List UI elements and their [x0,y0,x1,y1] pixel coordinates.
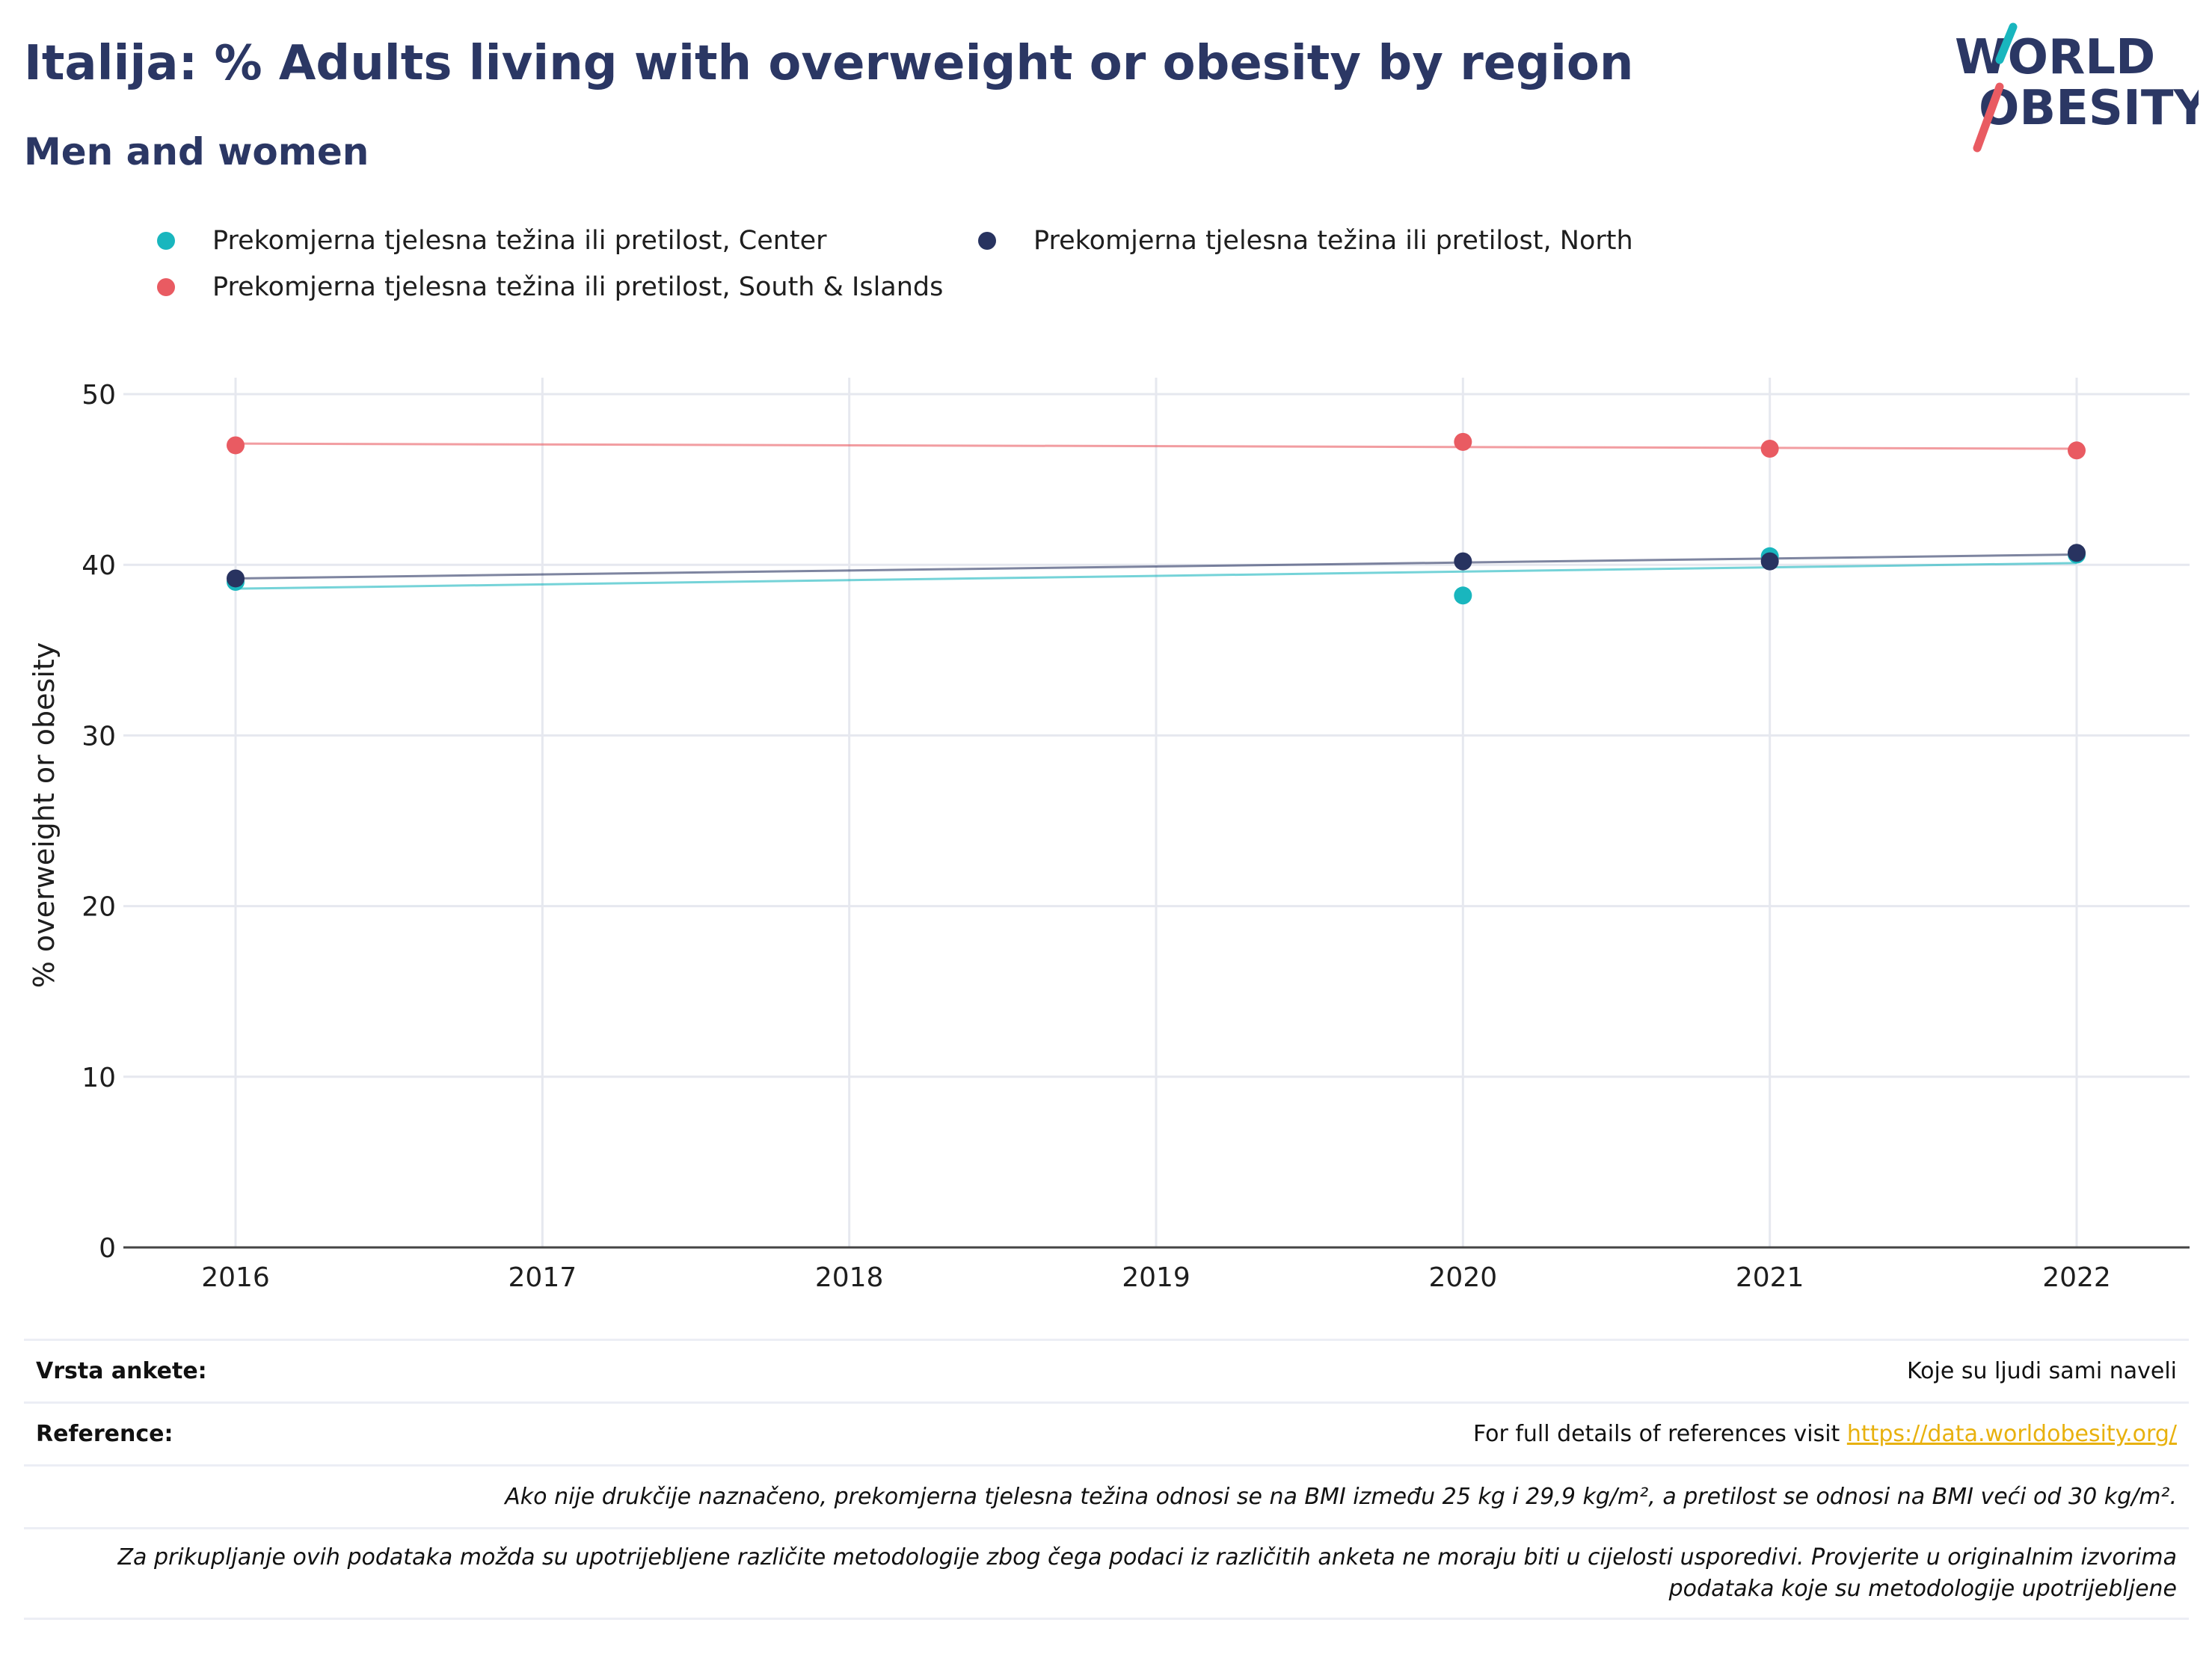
legend-marker-north [978,232,996,250]
footer-definition-note: Ako nije drukčije naznačeno, prekomjerna… [24,1464,2189,1527]
footer-survey-row: Vrsta ankete: Koje su ljudi sami naveli [24,1339,2189,1401]
x-tick-label: 2020 [1429,1262,1498,1293]
reference-label: Reference: [36,1421,173,1447]
axes: 0 10 20 30 40 50 2016 2017 2018 2019 2020 2021 2022 [82,380,2190,1293]
x-tick-label: 2017 [509,1262,577,1293]
y-tick-label: 40 [82,550,116,581]
chart-title: Italija: % Adults living with overweight… [24,36,1634,91]
y-tick-label: 50 [82,380,116,411]
data-point-north [1760,552,1779,571]
survey-type-value: Koje su ljudi sami naveli [1906,1358,2177,1384]
data-points [227,432,2086,605]
legend-label-south-islands: Prekomjerna tjelesna težina ili pretilos… [212,272,944,302]
y-axis-title: % overweight or obesity [28,642,61,989]
reference-text: For full details of references visit [1472,1421,1840,1447]
legend-item-north[interactable]: Prekomjerna tjelesna težina ili pretilos… [978,226,1633,256]
world-obesity-logo: WORLD OBESITY [1955,22,2199,153]
legend-item-south-islands[interactable]: Prekomjerna tjelesna težina ili pretilos… [157,272,943,302]
x-tick-label: 2018 [815,1262,884,1293]
logo-slash-teal [1995,22,2018,64]
data-point-center [1454,586,1472,605]
chart-subtitle: Men and women [24,130,369,174]
logo-word-obesity: OBESITY [1979,81,2199,136]
legend-marker-south-islands [157,278,175,296]
data-point-south-islands [2068,441,2086,460]
x-tick-label: 2021 [1736,1262,1804,1293]
reference-value: For full details of references visit htt… [1473,1421,2177,1447]
legend-marker-center [157,232,175,250]
legend-label-north: Prekomjerna tjelesna težina ili pretilos… [1033,226,1633,256]
data-point-north [1454,552,1472,571]
legend-item-center[interactable]: Prekomjerna tjelesna težina ili pretilos… [157,226,827,256]
legend-label-center: Prekomjerna tjelesna težina ili pretilos… [212,226,827,256]
y-tick-label: 0 [99,1233,116,1264]
data-point-north [2068,544,2086,562]
y-tick-label: 10 [82,1063,116,1093]
x-tick-label: 2022 [2042,1262,2111,1293]
methodology-note-line-1: Za prikupljanje ovih podataka možda su u… [117,1544,2177,1570]
survey-type-label: Vrsta ankete: [36,1358,207,1384]
footer-reference-row: Reference: For full details of reference… [24,1401,2189,1464]
y-tick-label: 30 [82,721,116,752]
x-tick-label: 2019 [1122,1262,1191,1293]
logo-slash-red [1973,82,2004,153]
data-point-south-islands [1760,440,1779,458]
data-point-north [227,569,245,588]
data-point-south-islands [227,436,245,455]
definition-note-text: Ako nije drukčije naznačeno, prekomjerna… [505,1484,2177,1510]
footer-methodology-note: Za prikupljanje ovih podataka možda su u… [24,1527,2189,1620]
x-tick-label: 2016 [201,1262,270,1293]
footer: Vrsta ankete: Koje su ljudi sami naveli … [24,1339,2189,1620]
methodology-note-line-2: podataka koje su metodologije upotrijebl… [1668,1576,2177,1602]
reference-link[interactable]: https://data.worldobesity.org/ [1846,1421,2177,1447]
y-tick-label: 20 [82,892,116,923]
gridlines [123,378,2190,1247]
logo-word-world: WORLD [1955,30,2155,85]
data-point-south-islands [1454,432,1472,451]
